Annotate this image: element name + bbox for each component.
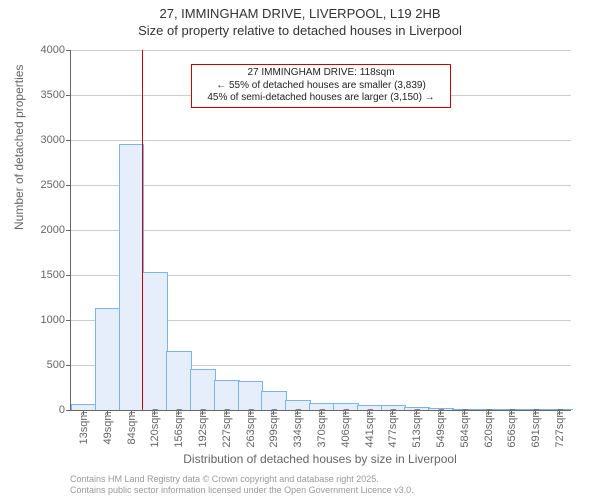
annotation-line: 27 IMMINGHAM DRIVE: 118sqm — [196, 67, 446, 80]
property-marker-line — [142, 50, 143, 410]
y-axis-label: Number of detached properties — [12, 65, 26, 230]
y-tick-label: 2500 — [41, 179, 71, 191]
credits-line-1: Contains HM Land Registry data © Crown c… — [70, 474, 414, 485]
histogram-bar — [261, 391, 287, 410]
y-tick-label: 1500 — [41, 269, 71, 281]
grid-line — [71, 230, 571, 231]
y-tick-label: 3000 — [41, 134, 71, 146]
x-tick-label: 334sqm — [292, 408, 304, 447]
grid-line — [71, 50, 571, 51]
histogram-bar — [142, 272, 168, 410]
x-tick-label: 549sqm — [435, 408, 447, 447]
histogram-bar — [71, 404, 97, 410]
x-tick-label: 263sqm — [245, 408, 257, 447]
x-tick-label: 120sqm — [149, 408, 161, 447]
chart-container: 27, IMMINGHAM DRIVE, LIVERPOOL, L19 2HB … — [0, 0, 600, 500]
x-tick-label: 727sqm — [554, 408, 566, 447]
x-tick-label: 227sqm — [221, 408, 233, 447]
y-tick-label: 3500 — [41, 89, 71, 101]
x-axis-label: Distribution of detached houses by size … — [70, 452, 570, 466]
x-tick-label: 156sqm — [173, 408, 185, 447]
x-tick-label: 49sqm — [102, 411, 114, 444]
x-tick-label: 406sqm — [340, 408, 352, 447]
histogram-bar — [190, 369, 216, 411]
y-tick-label: 500 — [47, 359, 71, 371]
histogram-bar — [238, 381, 264, 410]
x-tick-label: 441sqm — [364, 408, 376, 447]
y-tick-label: 0 — [59, 404, 71, 416]
histogram-bar — [119, 144, 145, 411]
credits: Contains HM Land Registry data © Crown c… — [70, 474, 414, 496]
x-tick-label: 477sqm — [387, 408, 399, 447]
x-tick-label: 192sqm — [197, 408, 209, 447]
grid-line — [71, 185, 571, 186]
chart-title: 27, IMMINGHAM DRIVE, LIVERPOOL, L19 2HB — [0, 0, 600, 21]
x-tick-label: 656sqm — [506, 408, 518, 447]
y-tick-label: 4000 — [41, 44, 71, 56]
annotation-line: 45% of semi-detached houses are larger (… — [196, 92, 446, 105]
chart-subtitle: Size of property relative to detached ho… — [0, 21, 600, 38]
x-tick-label: 620sqm — [483, 408, 495, 447]
x-tick-label: 513sqm — [411, 408, 423, 447]
x-tick-label: 691sqm — [530, 408, 542, 447]
histogram-bar — [214, 380, 240, 410]
y-tick-label: 1000 — [41, 314, 71, 326]
grid-line — [71, 140, 571, 141]
y-tick-label: 2000 — [41, 224, 71, 236]
credits-line-2: Contains public sector information licen… — [70, 485, 414, 496]
x-tick-label: 584sqm — [459, 408, 471, 447]
histogram-bar — [95, 308, 121, 410]
histogram-bar — [166, 351, 192, 410]
annotation-box: 27 IMMINGHAM DRIVE: 118sqm← 55% of detac… — [191, 64, 451, 108]
x-tick-label: 370sqm — [316, 408, 328, 447]
annotation-line: ← 55% of detached houses are smaller (3,… — [196, 80, 446, 93]
x-tick-label: 299sqm — [268, 408, 280, 447]
x-tick-label: 84sqm — [126, 411, 138, 444]
plot-area: 0500100015002000250030003500400013sqm49s… — [70, 50, 571, 411]
x-tick-label: 13sqm — [78, 411, 90, 444]
